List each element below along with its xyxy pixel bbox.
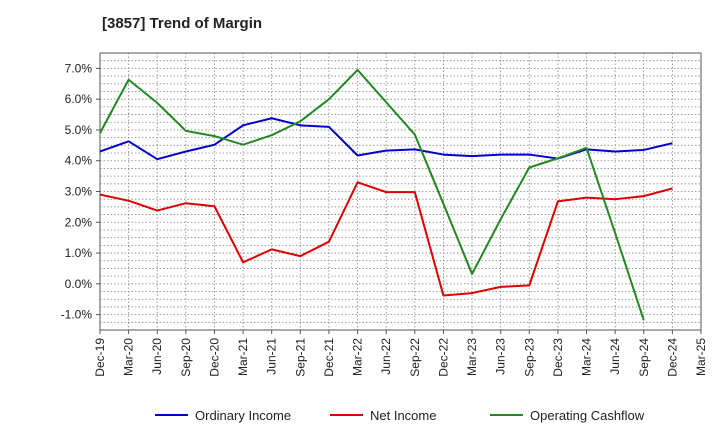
y-tick-label: 2.0%	[65, 215, 93, 229]
legend-label: Ordinary Income	[195, 408, 291, 423]
x-tick-label: Dec-22	[436, 338, 450, 377]
y-tick-label: 0.0%	[65, 277, 93, 291]
x-tick-label: Sep-24	[637, 338, 651, 377]
x-tick-label: Jun-24	[608, 338, 622, 375]
x-tick-label: Mar-21	[236, 338, 250, 376]
x-tick-label: Dec-20	[207, 338, 221, 377]
series-line-operating-cashflow	[99, 68, 645, 321]
x-tick-label: Jun-23	[494, 338, 508, 375]
y-tick-label: -1.0%	[61, 308, 93, 322]
x-tick-label: Jun-21	[265, 338, 279, 375]
y-tick-label: 3.0%	[65, 185, 93, 199]
x-tick-label: Mar-25	[694, 338, 708, 376]
x-tick-label: Jun-22	[379, 338, 393, 375]
x-tick-label: Mar-20	[122, 338, 136, 376]
chart-title: [3857] Trend of Margin	[102, 15, 263, 32]
series-line-net-income	[99, 181, 673, 297]
x-tick-label: Sep-21	[293, 338, 307, 377]
x-tick-label: Mar-23	[465, 338, 479, 376]
grid-layer	[99, 52, 702, 331]
series-layer	[99, 68, 673, 321]
x-tick-label: Sep-20	[179, 338, 193, 377]
legend-label: Net Income	[370, 408, 436, 423]
x-tick-label: Sep-22	[408, 338, 422, 377]
y-tick-label: 7.0%	[65, 61, 93, 75]
y-tick-label: 1.0%	[65, 246, 93, 260]
legend-label: Operating Cashflow	[530, 408, 645, 423]
x-tick-label: Jun-20	[150, 338, 164, 375]
x-tick-label: Dec-24	[665, 338, 679, 377]
y-tick-label: 4.0%	[65, 154, 93, 168]
series-line-ordinary-income	[99, 117, 673, 161]
y-tick-label: 6.0%	[65, 92, 93, 106]
x-tick-label: Dec-19	[93, 338, 107, 377]
x-tick-label: Dec-23	[551, 338, 565, 377]
y-axis-ticks: -1.0% 0.0% 1.0% 2.0% 3.0% 4.0% 5.0% 6.0% 7.0%	[61, 61, 100, 322]
y-tick-label: 5.0%	[65, 123, 93, 137]
x-tick-label: Sep-23	[522, 338, 536, 377]
x-tick-label: Dec-21	[322, 338, 336, 377]
x-tick-label: Mar-22	[351, 338, 365, 376]
x-axis-ticks: Dec-19 Mar-20 Jun-20 Sep-20 Dec-20 Mar-21 Jun-…	[93, 330, 708, 377]
legend: Ordinary Income Net Income Operating Cashf…	[155, 408, 645, 423]
x-tick-label: Mar-24	[580, 338, 594, 376]
